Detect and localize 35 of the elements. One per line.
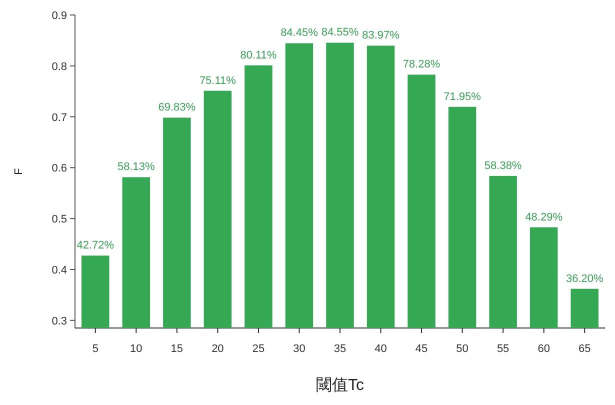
data-label: 42.72% [76,240,114,252]
y-tick-label: 0.3 [52,315,67,328]
x-tick-label: 25 [252,343,265,355]
y-tick-label: 0.6 [52,162,67,175]
data-label: 84.55% [321,26,359,39]
y-axis-title: F [13,168,25,175]
x-tick-label: 40 [374,343,387,355]
data-label: 36.20% [566,272,604,285]
data-label: 78.28% [402,58,440,71]
data-label: 75.11% [199,74,236,87]
data-label: 48.29% [525,211,563,224]
x-tick-label: 35 [334,343,346,355]
data-label: 84.45% [280,27,318,40]
y-tick-label: 0.7 [52,112,67,124]
data-label: 80.11% [240,49,277,62]
data-label: 83.97% [362,30,400,42]
x-tick-label: 5 [92,343,98,355]
x-tick-label: 10 [130,343,142,355]
x-tick-label: 60 [538,343,550,355]
x-tick-label: 30 [293,343,306,355]
y-tick-label: 0.4 [52,264,67,276]
x-tick-label: 45 [415,343,428,355]
data-label: 58.13% [118,161,156,174]
x-tick-label: 50 [456,343,468,355]
y-tick-label: 0.5 [52,214,67,226]
x-tick-label: 15 [170,343,184,355]
data-label: 58.38% [484,160,522,172]
x-axis-title: 閾值Tc [316,377,364,394]
y-tick-label: 0.8 [52,60,67,73]
data-label: 71.95% [444,90,482,103]
data-label: 69.83% [158,102,196,114]
y-tick-label: 0.9 [52,10,67,22]
x-tick-label: 55 [496,343,510,355]
x-tick-label: 20 [212,343,224,355]
x-tick-label: 65 [578,343,591,355]
